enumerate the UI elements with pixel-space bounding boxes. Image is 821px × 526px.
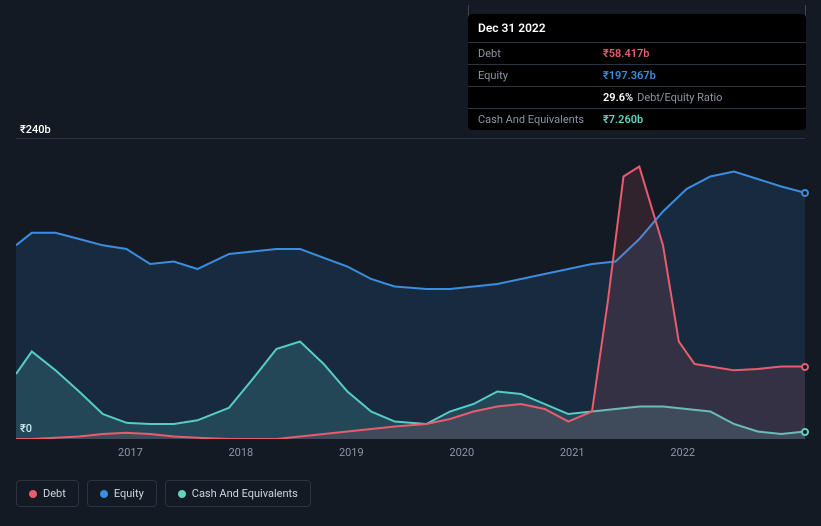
series-end-dot-debt (801, 363, 809, 371)
legend-label: Cash And Equivalents (192, 487, 298, 500)
tooltip-row-label: Debt (478, 47, 603, 60)
legend-label: Debt (43, 487, 66, 500)
legend: Debt Equity Cash And Equivalents (16, 480, 311, 507)
tooltip-row: Debt₹58.417b (468, 42, 806, 64)
x-tick: 2022 (670, 446, 695, 459)
series-end-dot-cash (801, 428, 809, 436)
legend-item-cash[interactable]: Cash And Equivalents (165, 480, 311, 507)
y-axis-max-label: ₹240b (20, 123, 51, 136)
legend-dot-icon (29, 490, 37, 498)
tooltip-row-value: 29.6%Debt/Equity Ratio (603, 91, 722, 104)
legend-dot-icon (100, 490, 108, 498)
tooltip-row-value: ₹58.417b (603, 47, 650, 60)
tooltip-row: Equity₹197.367b (468, 64, 806, 86)
tooltip-row-extra: Debt/Equity Ratio (637, 91, 722, 104)
series-end-dot-equity (801, 189, 809, 197)
x-axis: 2017 2018 2019 2020 2021 2022 (16, 440, 805, 460)
legend-dot-icon (178, 490, 186, 498)
x-tick: 2020 (449, 446, 474, 459)
legend-item-debt[interactable]: Debt (16, 480, 79, 507)
legend-item-equity[interactable]: Equity (87, 480, 157, 507)
tooltip-row: Cash And Equivalents₹7.260b (468, 108, 806, 130)
legend-label: Equity (114, 487, 144, 500)
tooltip-row-value: ₹197.367b (603, 69, 656, 82)
tooltip-rows: Debt₹58.417bEquity₹197.367b29.6%Debt/Equ… (468, 42, 806, 130)
chart-tooltip: Dec 31 2022 Debt₹58.417bEquity₹197.367b2… (468, 14, 806, 130)
x-tick: 2017 (118, 446, 143, 459)
tooltip-row-label (478, 91, 603, 104)
tooltip-date: Dec 31 2022 (468, 14, 806, 42)
x-tick: 2019 (339, 446, 364, 459)
tooltip-row: 29.6%Debt/Equity Ratio (468, 86, 806, 108)
tooltip-row-label: Cash And Equivalents (478, 113, 603, 126)
chart-svg (16, 139, 805, 439)
tooltip-row-value: ₹7.260b (603, 113, 643, 126)
chart-plot[interactable] (16, 138, 805, 438)
x-tick: 2021 (560, 446, 585, 459)
tooltip-row-label: Equity (478, 69, 603, 82)
x-tick: 2018 (228, 446, 253, 459)
